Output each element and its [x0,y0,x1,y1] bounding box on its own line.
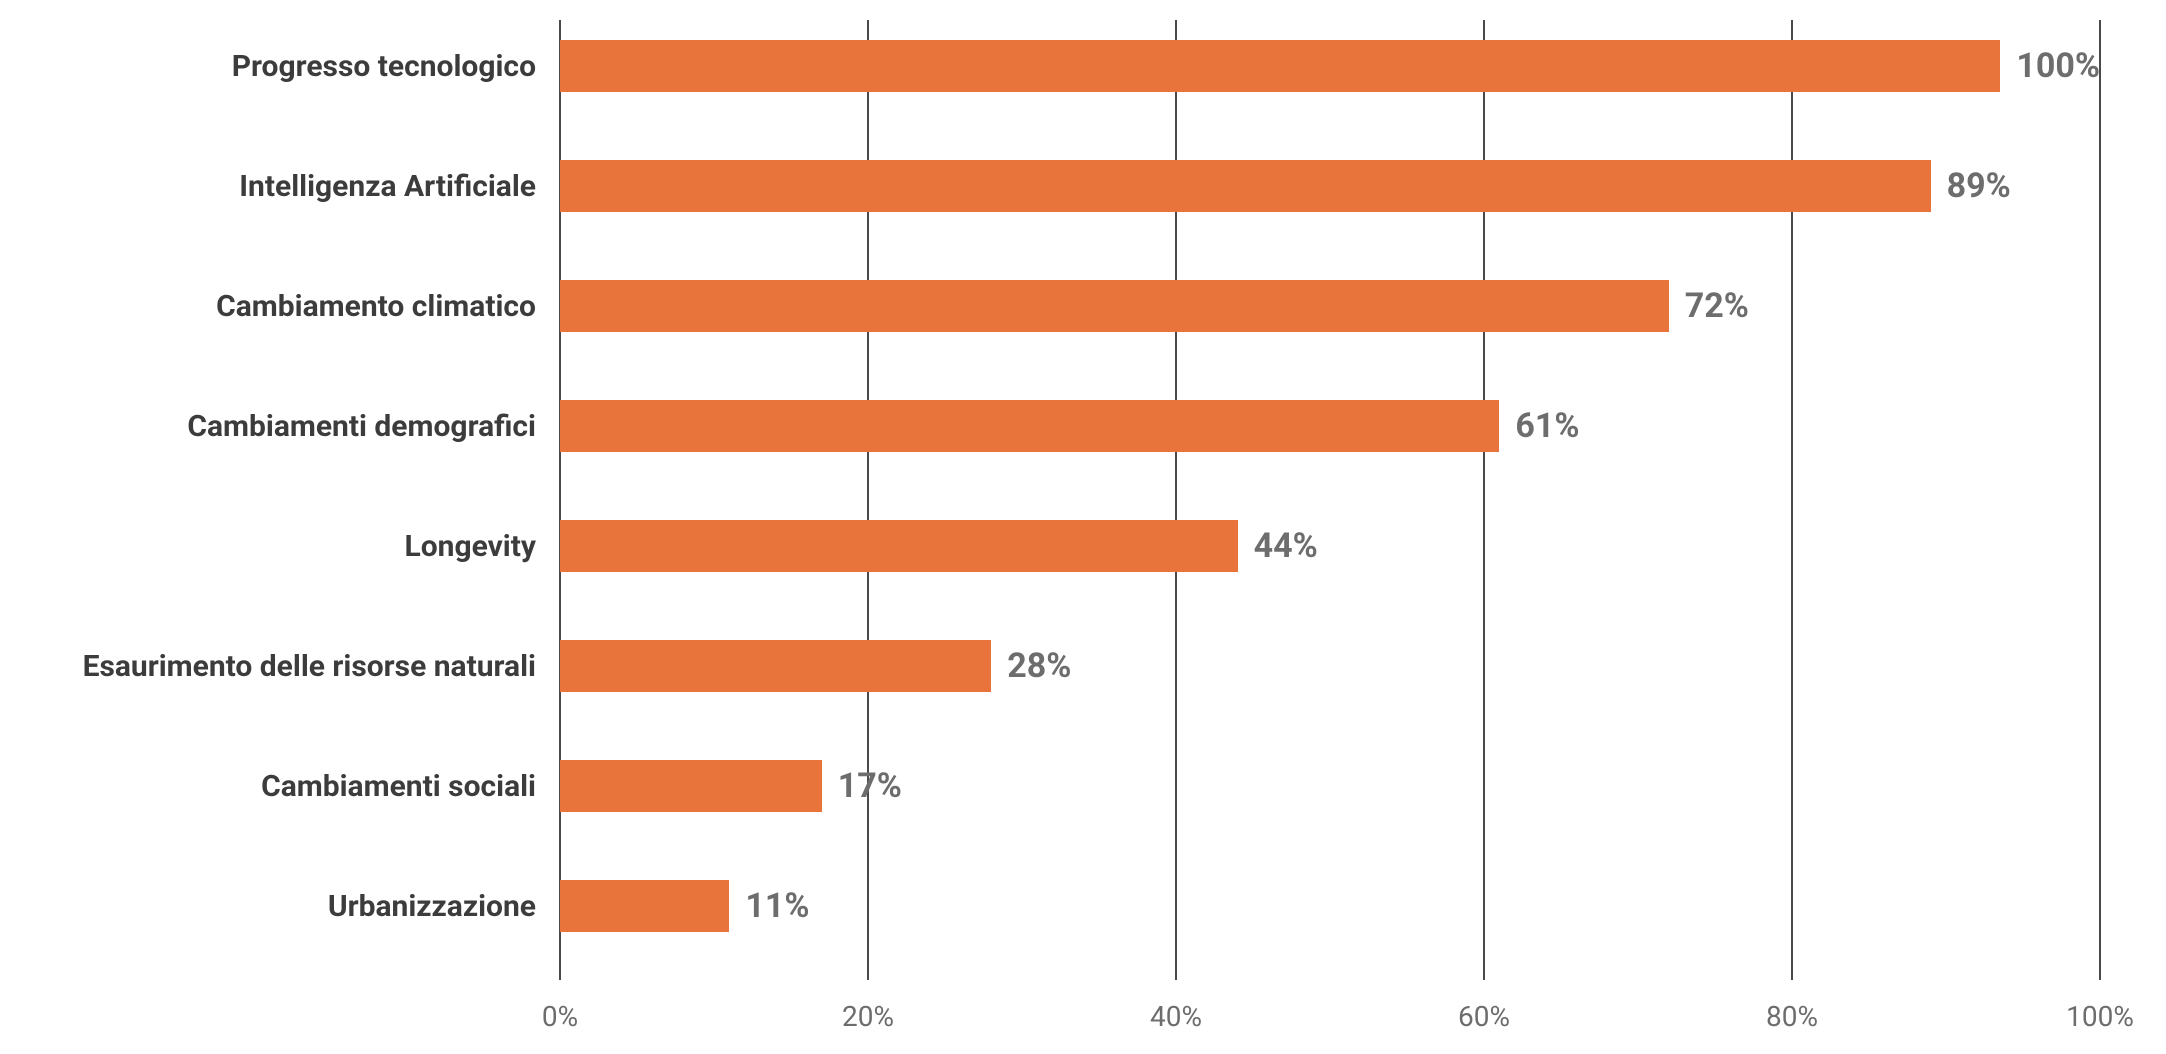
bar-row: Progresso tecnologico100% [560,40,2100,92]
bar-row: Cambiamenti sociali17% [560,760,2100,812]
x-tick-label: 60% [1458,1000,1510,1033]
plot-area: 0%20%40%60%80%100%Progresso tecnologico1… [560,20,2100,980]
bar-row: Urbanizzazione11% [560,880,2100,932]
horizontal-bar-chart: 0%20%40%60%80%100%Progresso tecnologico1… [0,0,2166,1054]
x-tick-label: 100% [2066,1000,2134,1033]
value-label: 100% [2000,46,2100,86]
bar [560,400,1499,452]
bar-row: Cambiamenti demografici61% [560,400,2100,452]
bar-row: Esaurimento delle risorse naturali28% [560,640,2100,692]
value-label: 61% [1499,406,1579,446]
bar [560,760,822,812]
category-label: Cambiamento climatico [216,289,560,324]
value-label: 11% [729,886,809,926]
value-label: 44% [1238,526,1318,566]
x-tick-label: 80% [1766,1000,1818,1033]
bar [560,160,1931,212]
value-label: 17% [822,766,902,806]
bar [560,520,1238,572]
bar [560,640,991,692]
value-label: 72% [1669,286,1749,326]
category-label: Intelligenza Artificiale [239,169,560,204]
category-label: Cambiamenti demografici [187,409,560,444]
bar-row: Cambiamento climatico72% [560,280,2100,332]
bar-row: Intelligenza Artificiale89% [560,160,2100,212]
category-label: Cambiamenti sociali [261,769,560,804]
x-tick-label: 0% [542,1000,578,1033]
category-label: Urbanizzazione [328,889,560,924]
value-label: 89% [1931,166,2011,206]
category-label: Longevity [404,529,560,564]
bar [560,880,729,932]
x-tick-label: 20% [842,1000,894,1033]
value-label: 28% [991,646,1071,686]
bar [560,40,2000,92]
bar-row: Longevity44% [560,520,2100,572]
bar [560,280,1669,332]
category-label: Esaurimento delle risorse naturali [83,649,560,684]
category-label: Progresso tecnologico [232,49,560,84]
x-tick-label: 40% [1150,1000,1202,1033]
